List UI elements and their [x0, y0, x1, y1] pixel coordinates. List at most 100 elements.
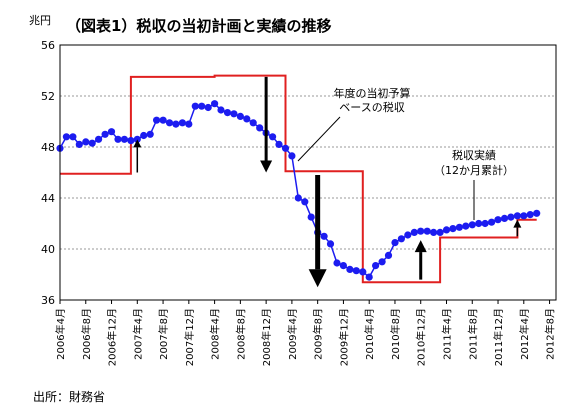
- source-note: 出所：財務省: [33, 390, 106, 404]
- series-plan: [60, 74, 537, 284]
- y-axis-unit: 兆円: [29, 14, 51, 27]
- annotation-plan: ベースの税収: [339, 100, 404, 114]
- actual-point: [397, 235, 405, 243]
- y-axis: 36 40 44 48 52 56: [41, 39, 55, 307]
- actual-point: [365, 273, 373, 281]
- actual-point: [107, 128, 116, 136]
- actual-point: [133, 135, 141, 143]
- actual-point: [333, 259, 341, 267]
- actual-point: [500, 214, 509, 222]
- actual-point: [198, 102, 206, 110]
- actual-point: [101, 130, 109, 138]
- x-tick-label: 2011年12月: [492, 308, 505, 366]
- actual-point: [165, 119, 174, 127]
- actual-point: [159, 116, 167, 124]
- actual-point: [281, 144, 290, 152]
- y-tick-label: 52: [41, 90, 55, 103]
- x-tick-label: 2009年8月: [312, 308, 325, 360]
- actual-point: [391, 239, 399, 247]
- actual-point: [449, 225, 457, 233]
- actual-point: [307, 213, 315, 221]
- actual-point: [301, 198, 309, 206]
- x-tick-label: 2008年4月: [209, 308, 222, 360]
- actual-point: [95, 135, 103, 143]
- actual-point: [223, 109, 232, 117]
- actual-point: [62, 133, 70, 141]
- actual-point: [75, 140, 83, 148]
- actual-point: [475, 219, 483, 228]
- x-tick-label: 2011年8月: [466, 308, 479, 360]
- actual-point: [488, 218, 496, 226]
- actual-point: [378, 258, 386, 266]
- actual-point: [455, 223, 463, 231]
- plan-line: [60, 74, 537, 284]
- arrow-head: [260, 160, 273, 173]
- series-actual: [56, 100, 541, 281]
- actual-point: [191, 102, 199, 110]
- actual-point: [236, 112, 244, 120]
- actual-point: [346, 265, 354, 273]
- actual-point: [462, 222, 470, 230]
- actual-point: [526, 211, 534, 219]
- actual-point: [120, 135, 128, 143]
- arrow-head: [513, 219, 522, 228]
- actual-point: [533, 209, 541, 217]
- actual-point: [256, 124, 264, 132]
- x-tick-label: 2010年4月: [363, 308, 376, 360]
- x-tick-label: 2010年12月: [415, 308, 428, 366]
- actual-point: [275, 140, 283, 148]
- x-tick-label: 2012年4月: [518, 308, 531, 360]
- x-tick-label: 2012年8月: [544, 308, 557, 360]
- x-tick-label: 2006年12月: [106, 308, 119, 366]
- y-tick-label: 48: [41, 141, 55, 154]
- grid: [60, 95, 556, 250]
- actual-point: [140, 131, 148, 140]
- annotation-plan: 年度の当初予算: [334, 86, 411, 100]
- x-tick-label: 2009年4月: [286, 308, 299, 360]
- actual-point: [69, 133, 77, 141]
- actual-point: [320, 232, 328, 240]
- actual-point: [481, 219, 489, 228]
- actual-point: [230, 110, 238, 118]
- actual-point: [423, 227, 431, 235]
- annotation-actual: 税収実績: [452, 148, 496, 162]
- actual-point: [146, 130, 154, 138]
- actual-point: [217, 106, 225, 114]
- y-tick-label: 36: [41, 294, 55, 307]
- actual-point: [410, 228, 418, 236]
- actual-point: [288, 152, 296, 160]
- annotation-actual: （12か月累計）: [434, 163, 514, 177]
- actual-point: [468, 221, 476, 229]
- chart-title: （図表1）税収の当初計画と実績の推移: [66, 17, 331, 35]
- actual-point: [211, 100, 219, 108]
- actual-point: [243, 115, 251, 123]
- x-tick-label: 2007年12月: [183, 308, 196, 366]
- actual-point: [127, 137, 135, 145]
- actual-point: [436, 228, 444, 236]
- actual-point: [88, 139, 96, 147]
- x-tick-label: 2007年4月: [131, 308, 144, 360]
- actual-point: [326, 240, 335, 248]
- actual-point: [153, 116, 161, 124]
- arrow-head: [308, 269, 327, 288]
- actual-point: [359, 268, 367, 276]
- y-tick-label: 40: [41, 243, 55, 256]
- actual-point: [442, 226, 451, 234]
- actual-point: [507, 213, 515, 221]
- actual-point: [114, 135, 122, 143]
- actual-point: [185, 120, 193, 128]
- x-tick-label: 2007年8月: [157, 308, 170, 360]
- actual-point: [204, 103, 212, 112]
- actual-point: [269, 133, 277, 141]
- actual-point: [513, 212, 522, 220]
- plot-frame: [59, 44, 557, 301]
- x-tick-label: 2011年4月: [440, 308, 453, 360]
- x-tick-label: 2009年12月: [337, 308, 350, 366]
- actual-point: [172, 120, 180, 128]
- arrows: [133, 76, 522, 288]
- actual-point: [520, 212, 528, 220]
- actual-point: [178, 119, 186, 127]
- actual-point: [294, 194, 302, 202]
- actual-point: [430, 228, 438, 236]
